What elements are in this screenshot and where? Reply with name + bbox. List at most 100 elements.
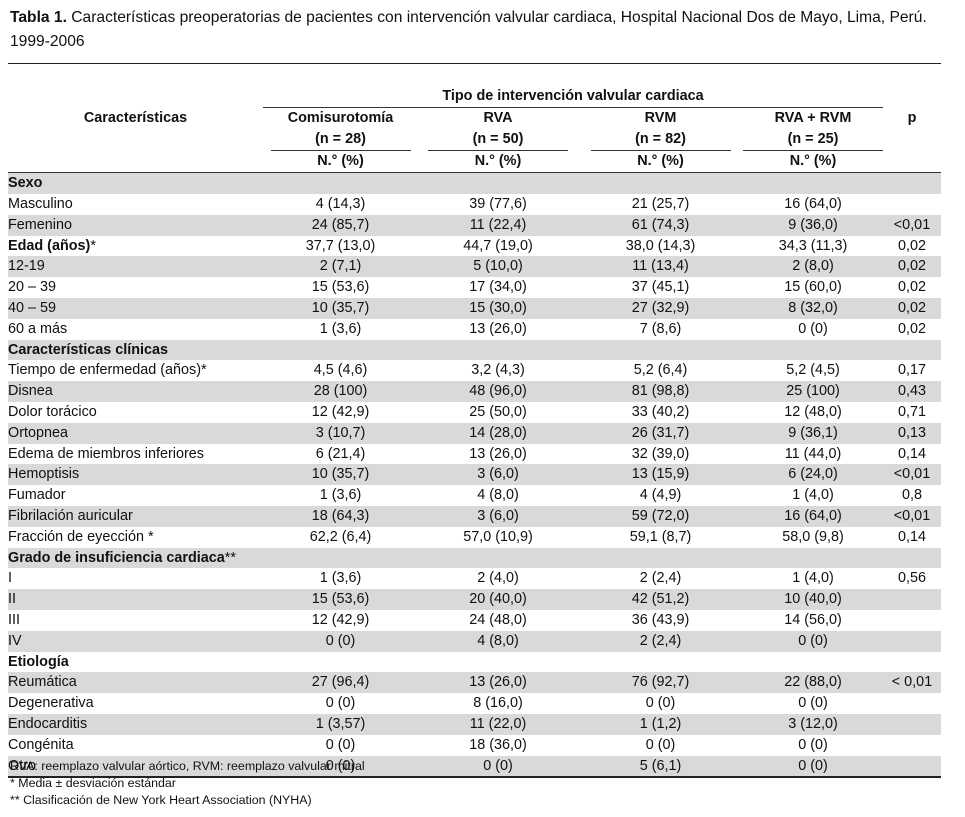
cell-col-1: 0 (0) — [263, 755, 418, 779]
cell-col-2: 13 (26,0) — [418, 672, 578, 694]
cell-col-1 — [263, 172, 418, 194]
cell-p-value: < 0,01 — [883, 672, 941, 694]
cell-col-3: 2 (2,4) — [578, 630, 743, 652]
cell-p-value: 0,43 — [883, 381, 941, 402]
cell-p-value: 0,02 — [897, 320, 926, 337]
cell-col-3: 5,2 (6,4) — [633, 362, 688, 379]
cell-col-1: 0 (0) — [263, 630, 418, 652]
cell-col-3: 27 (32,9) — [578, 297, 743, 319]
cell-col-1: 10 (35,7) — [263, 297, 418, 319]
category-label: Sexo — [8, 172, 263, 194]
table-row: 60 a más 1 (3,6) 13 (26,0) 7 (8,6) 0 (0) 0,02 — [8, 319, 941, 340]
table-row: Reumática 27 (96,4) 13 (26,0) 76 (92,7) 22 (… — [8, 672, 941, 694]
row-label: Masculino — [8, 195, 73, 212]
row-label: Degenerativa — [8, 695, 94, 712]
header-col-4: RVA + RVM (n = 25) — [743, 107, 883, 152]
caption-text: Características preoperatorias de pacien… — [10, 9, 927, 50]
header-unit-3: N.° (%) — [578, 151, 743, 174]
category-row: Etiología — [8, 652, 941, 673]
row-label: Reumática — [8, 672, 263, 694]
header-unit-4: N.° (%) — [743, 151, 883, 174]
cell-col-4 — [743, 547, 883, 569]
row-label: 12-19 — [8, 256, 263, 278]
cell-col-2: 14 (28,0) — [418, 422, 578, 444]
table-row: III 12 (42,9) 24 (48,0) 36 (43,9) 14 (56,0) — [8, 610, 941, 631]
cell-col-2: 4 (8,0) — [418, 630, 578, 652]
table-row: 40 – 59 10 (35,7) 15 (30,0) 27 (32,9) 8 (32,… — [8, 297, 941, 319]
table-row: Endocarditis 1 (3,57) 11 (22,0) 1 (1,2) 3 (1… — [8, 713, 941, 735]
cell-p-value — [883, 339, 941, 361]
cell-col-4: 14 (56,0) — [784, 611, 842, 628]
cell-col-1: 12 (42,9) — [311, 611, 370, 628]
cell-col-2: 3,2 (4,3) — [471, 362, 525, 379]
cell-col-3 — [578, 652, 743, 673]
table-row: Fibrilación auricular 18 (64,3) 3 (6,0) 59 … — [8, 505, 941, 527]
row-label: Congénita — [8, 736, 74, 753]
cell-col-4: 5,2 (4,5) — [786, 362, 840, 379]
header-unit-2: N.° (%) — [418, 151, 578, 174]
cell-col-3: 37 (45,1) — [631, 279, 690, 296]
cell-col-1: 62,2 (6,4) — [309, 528, 372, 545]
row-label: Fracción de eyección * — [8, 528, 154, 545]
cell-col-4: 9 (36,0) — [743, 214, 883, 236]
row-label: Fibrilación auricular — [8, 505, 263, 527]
cell-col-1: 37,7 (13,0) — [305, 237, 376, 254]
table-row: Hemoptisis 10 (35,7) 3 (6,0) 13 (15,9) 6 (24… — [8, 464, 941, 486]
cell-col-4 — [743, 172, 883, 194]
row-label: Edema de miembros inferiores — [8, 445, 204, 462]
cell-col-2: 18 (36,0) — [469, 736, 527, 753]
row-label: Disnea — [8, 381, 263, 402]
header-group-title: Tipo de intervención valvular cardiaca — [263, 84, 883, 108]
cell-p-value — [883, 194, 941, 215]
cell-col-4: 0 (0) — [798, 695, 828, 712]
cell-col-2 — [418, 547, 578, 569]
cell-col-1: 4,5 (4,6) — [313, 362, 368, 379]
cell-p-value: <0,01 — [883, 214, 941, 236]
cell-p-value: <0,01 — [883, 505, 941, 527]
cell-col-3: 26 (31,7) — [578, 422, 743, 444]
cell-col-4: 0 (0) — [798, 736, 828, 753]
cell-col-4: 0 (0) — [743, 630, 883, 652]
cell-col-2: 15 (30,0) — [418, 297, 578, 319]
cell-col-4: 3 (12,0) — [743, 713, 883, 735]
cell-col-4: 8 (32,0) — [743, 297, 883, 319]
cell-col-1: 0 (0) — [325, 736, 356, 753]
cell-col-4: 1 (4,0) — [792, 487, 834, 504]
cell-p-value: 0,14 — [897, 528, 926, 545]
cell-col-4: 16 (64,0) — [784, 195, 842, 212]
row-label: Endocarditis — [8, 713, 263, 735]
table-row: Tiempo de enfermedad (años)* 4,5 (4,6) 3,2… — [8, 360, 941, 381]
cell-p-value — [883, 610, 941, 631]
cell-col-2: 3 (6,0) — [418, 505, 578, 527]
cell-col-3 — [578, 172, 743, 194]
cell-col-1: 3 (10,7) — [263, 422, 418, 444]
row-label: 40 – 59 — [8, 297, 263, 319]
cell-col-1: 10 (35,7) — [263, 464, 418, 486]
caption-label: Tabla 1. — [10, 9, 67, 26]
cell-col-1: 1 (3,6) — [319, 570, 362, 587]
cell-col-4: 15 (60,0) — [784, 279, 842, 296]
cell-col-4 — [743, 339, 883, 361]
cell-col-1: 2 (7,1) — [263, 256, 418, 278]
cell-col-3: 61 (74,3) — [578, 214, 743, 236]
cell-col-2: 13 (26,0) — [469, 445, 527, 462]
table-row: Edema de miembros inferiores 6 (21,4) 13 (… — [8, 444, 941, 465]
cell-col-2: 13 (26,0) — [469, 320, 527, 337]
cell-col-1 — [263, 652, 418, 673]
row-label: Femenino — [8, 214, 263, 236]
cell-col-3: 81 (98,8) — [578, 381, 743, 402]
row-label: IV — [8, 630, 263, 652]
cell-p-value: <0,01 — [883, 464, 941, 486]
cell-p-value — [883, 547, 941, 569]
table-row: I 1 (3,6) 2 (4,0) 2 (2,4) 1 (4,0) 0,56 — [8, 568, 941, 589]
cell-col-1: 28 (100) — [263, 381, 418, 402]
header-col-3: RVM (n = 82) — [578, 107, 743, 152]
cell-col-4: 22 (88,0) — [743, 672, 883, 694]
cell-p-value: 0,8 — [901, 487, 922, 504]
cell-p-value: 0,56 — [897, 570, 926, 587]
row-label: Hemoptisis — [8, 464, 263, 486]
cell-col-3: 5 (6,1) — [578, 755, 743, 779]
cell-col-4: 0 (0) — [743, 755, 883, 779]
row-label: I — [8, 570, 12, 587]
cell-col-4: 9 (36,1) — [743, 422, 883, 444]
